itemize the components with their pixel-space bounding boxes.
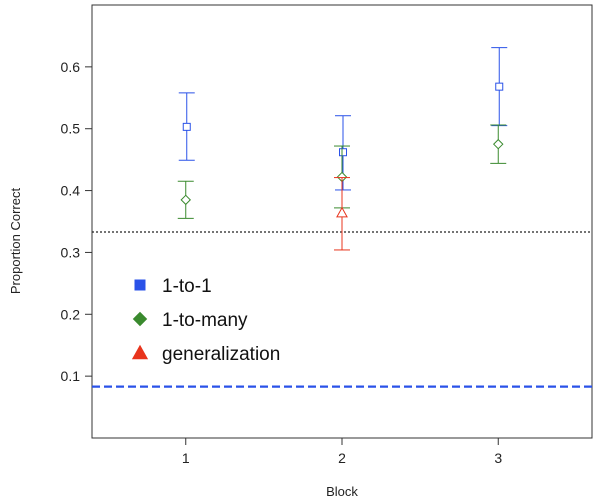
- data-point: [180, 194, 192, 206]
- legend-label: generalization: [162, 344, 280, 365]
- data-point: [495, 82, 504, 91]
- legend-marker: [134, 279, 146, 291]
- y-tick-label: 0.2: [61, 306, 81, 322]
- y-tick-label: 0.1: [61, 368, 81, 384]
- x-tick-label: 3: [494, 450, 502, 466]
- data-point: [336, 206, 348, 218]
- legend-label: 1-to-1: [162, 276, 212, 297]
- axes: 1 2 3 0.1 0.2 0.3 0.4 0.5 0.6: [61, 59, 503, 466]
- data-marks: [177, 47, 508, 251]
- y-tick-label: 0.4: [61, 183, 81, 199]
- y-tick-label: 0.6: [61, 59, 81, 75]
- y-tick-label: 0.5: [61, 121, 81, 137]
- x-axis-title: Block: [326, 484, 358, 499]
- data-point: [182, 122, 191, 131]
- legend-marker: [132, 311, 148, 327]
- x-tick-label: 2: [338, 450, 346, 466]
- legend-label: 1-to-many: [162, 310, 248, 331]
- y-axis-title: Proportion Correct: [8, 188, 23, 295]
- x-tick-label: 1: [182, 450, 190, 466]
- legend-marker: [131, 344, 149, 360]
- y-tick-label: 0.3: [61, 244, 81, 260]
- data-point: [492, 138, 504, 150]
- legend: 1-to-1 1-to-many generalization: [131, 276, 280, 365]
- data-point: [339, 148, 347, 157]
